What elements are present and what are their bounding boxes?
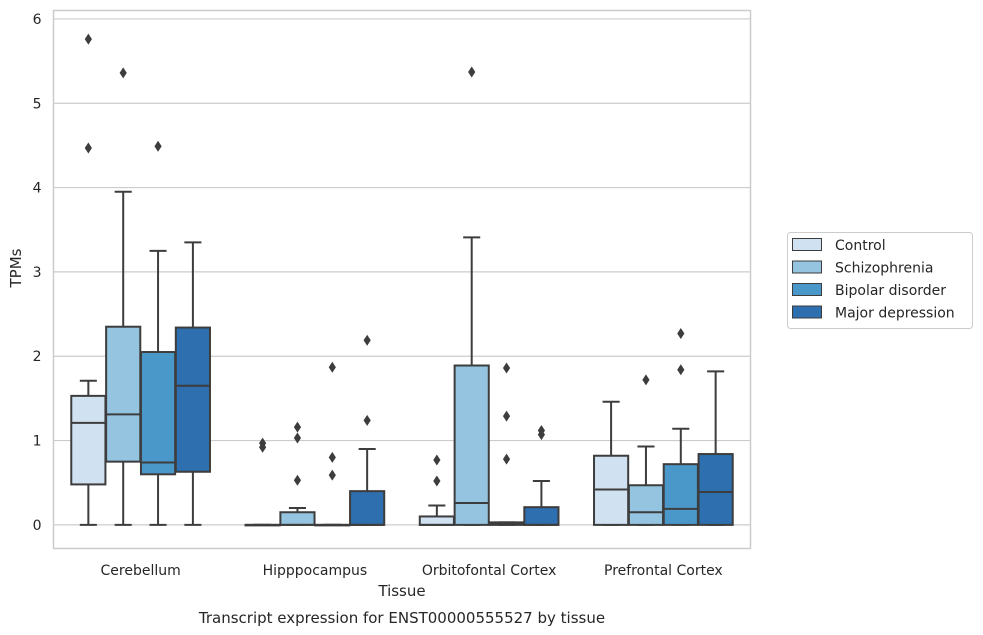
box-1-2 xyxy=(453,66,490,526)
legend-frame xyxy=(787,232,973,329)
chart-caption: Transcript expression for ENST0000055552… xyxy=(198,609,605,627)
y-tick-label: 6 xyxy=(33,12,42,28)
outlier-marker xyxy=(328,469,336,481)
legend-entry: Schizophrenia xyxy=(835,261,933,277)
outlier-marker xyxy=(502,410,511,422)
box-3-0 xyxy=(174,241,211,526)
outlier-marker xyxy=(84,33,92,45)
box-rect xyxy=(523,506,560,526)
outlier-marker xyxy=(293,421,302,433)
y-tick-label: 0 xyxy=(33,518,42,534)
x-tick-labels: Cerebellum Hipppocampus Orbitofontal Corte… xyxy=(101,563,723,579)
outlier-marker xyxy=(642,374,650,386)
box-rect xyxy=(697,453,734,526)
legend-entry: Bipolar disorder xyxy=(835,283,946,299)
legend: Control Schizophrenia Bipolar disorder Majo… xyxy=(787,232,973,329)
box-0-1 xyxy=(244,437,281,527)
legend-swatch xyxy=(792,260,822,274)
legend-entry: Control xyxy=(835,238,886,254)
outlier-marker xyxy=(259,437,267,449)
outlier-marker xyxy=(677,364,685,376)
y-tick-label: 2 xyxy=(33,349,42,365)
box-1-3 xyxy=(627,374,665,526)
box-3-1 xyxy=(349,334,386,526)
y-tick-label: 1 xyxy=(33,434,42,450)
box-rect xyxy=(174,326,211,473)
outlier-marker xyxy=(433,475,441,487)
outlier-marker xyxy=(363,414,371,426)
outlier-marker xyxy=(328,451,336,463)
legend-swatch xyxy=(792,283,822,296)
box-3-2 xyxy=(523,424,560,526)
legend-entry: Major depression xyxy=(835,306,955,322)
box-rect xyxy=(662,463,699,526)
outlier-marker xyxy=(84,142,92,154)
outlier-marker xyxy=(293,474,302,486)
box-rect xyxy=(418,515,455,526)
box-rect xyxy=(139,351,177,476)
plot-frame xyxy=(52,9,752,550)
outlier-marker xyxy=(328,361,336,373)
y-axis-label: TPMs xyxy=(7,248,25,288)
box-0-0 xyxy=(70,33,107,526)
boxes xyxy=(70,33,734,527)
box-rect xyxy=(453,364,490,526)
box-2-1 xyxy=(314,361,351,527)
x-tick-label: Orbitofontal Cortex xyxy=(422,563,557,579)
box-3-3 xyxy=(697,370,734,526)
outlier-marker xyxy=(293,432,302,444)
x-tick-label: Hipppocampus xyxy=(263,563,368,579)
x-tick-label: Prefrontal Cortex xyxy=(604,563,723,579)
box-0-2 xyxy=(418,454,455,526)
box-1-1 xyxy=(279,421,316,526)
y-tick-label: 5 xyxy=(33,96,42,112)
box-rect xyxy=(349,490,386,526)
x-tick-label: Cerebellum xyxy=(101,563,181,579)
box-rect xyxy=(70,394,107,486)
y-tick-labels: 0 1 2 3 4 5 6 xyxy=(33,12,42,534)
outlier-marker xyxy=(119,67,127,79)
box-rect xyxy=(105,325,142,463)
box-1-0 xyxy=(105,67,142,526)
box-rect xyxy=(279,511,316,526)
box-rect xyxy=(627,484,665,526)
box-2-2 xyxy=(488,362,525,526)
outlier-marker xyxy=(677,327,685,339)
outlier-marker xyxy=(502,453,511,465)
outlier-marker xyxy=(537,424,545,436)
box-2-0 xyxy=(139,140,177,526)
legend-swatch xyxy=(792,305,822,319)
outlier-marker xyxy=(433,454,441,466)
legend-swatch xyxy=(792,238,822,251)
outlier-marker xyxy=(363,334,371,346)
box-0-3 xyxy=(593,400,630,526)
x-axis-label: Tissue xyxy=(377,582,425,600)
outlier-marker xyxy=(502,362,511,374)
y-tick-label: 3 xyxy=(33,265,42,281)
y-tick-label: 4 xyxy=(33,181,42,197)
outlier-marker xyxy=(154,140,162,152)
outlier-marker xyxy=(468,66,476,78)
box-2-3 xyxy=(662,327,699,526)
